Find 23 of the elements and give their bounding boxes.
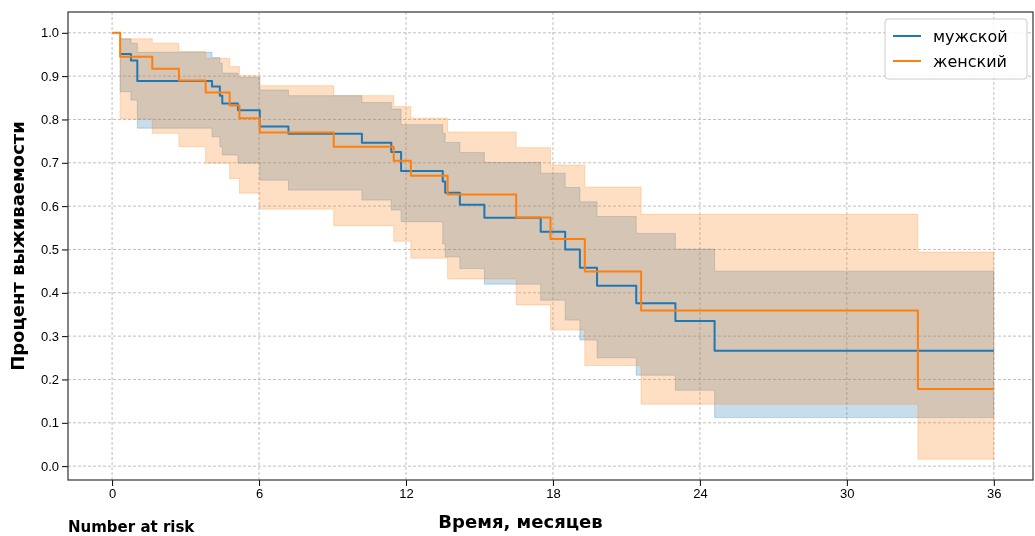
y-tick-label: 0.1 xyxy=(40,415,59,431)
y-tick-label: 1.0 xyxy=(40,25,59,41)
x-tick-label: 18 xyxy=(546,486,561,502)
x-axis-title: Время, месяцев xyxy=(438,511,603,532)
x-tick-label: 36 xyxy=(987,486,1002,502)
y-tick-label: 0.8 xyxy=(40,112,59,128)
text: Number at risk xyxy=(68,518,196,536)
y-tick-label: 0.4 xyxy=(40,285,59,301)
x-tick-label: 30 xyxy=(840,486,855,502)
y-tick-label: 0.9 xyxy=(40,68,59,84)
x-tick-label: 0 xyxy=(108,486,117,502)
y-tick-label: 0.2 xyxy=(40,372,59,388)
y-tick-label: 0.5 xyxy=(40,242,59,258)
x-tick-label: 6 xyxy=(255,486,264,502)
y-tick-label: 0.0 xyxy=(40,458,59,474)
legend-label: женский xyxy=(933,52,1007,71)
y-axis-title: Процент выживаемости xyxy=(7,121,28,371)
x-tick-label: 12 xyxy=(399,486,414,502)
y-tick-label: 0.3 xyxy=(40,328,59,344)
x-tick-label: 24 xyxy=(693,486,708,502)
legend-label: мужской xyxy=(933,27,1008,46)
y-tick-label: 0.6 xyxy=(40,198,59,214)
y-tick-label: 0.7 xyxy=(40,155,59,171)
